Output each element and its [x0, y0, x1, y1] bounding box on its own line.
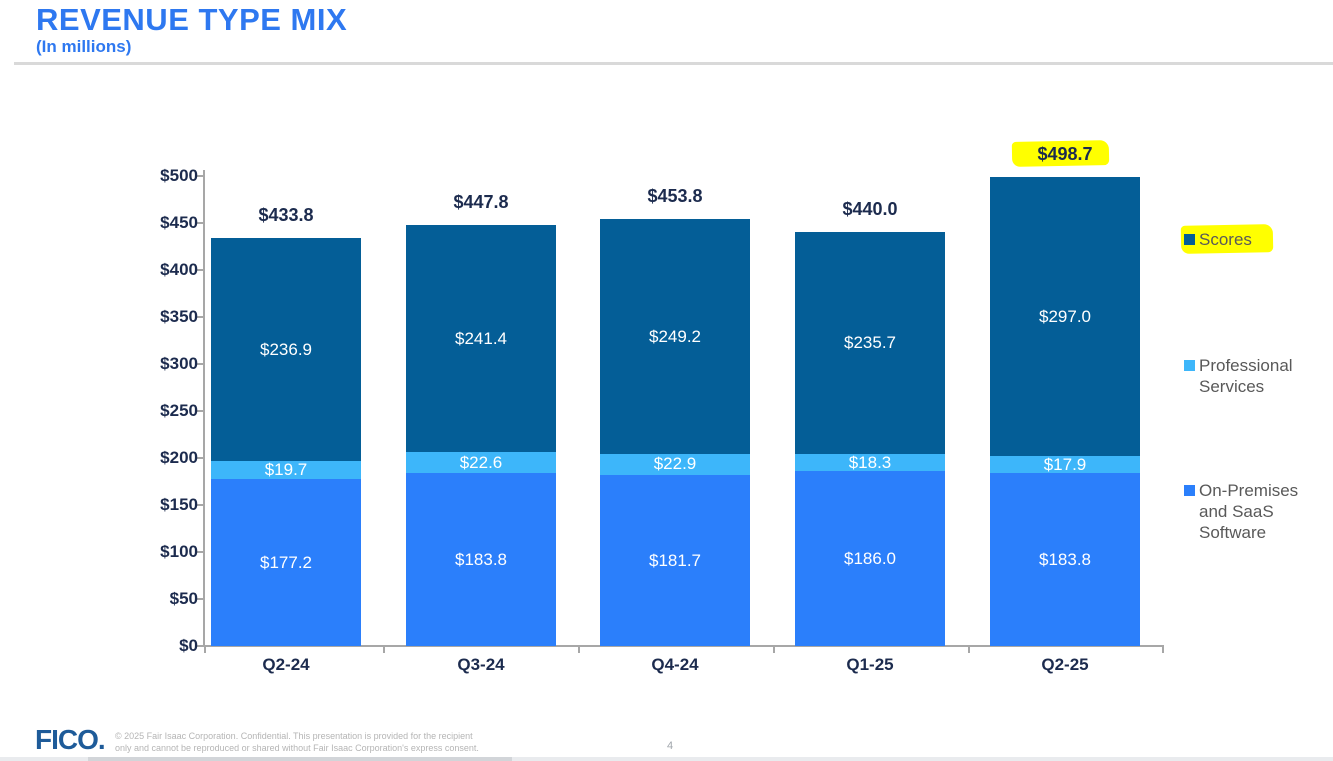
bar-total-label: $440.0	[842, 199, 898, 220]
legend-item-on-premises-and-saas-software: On-Premises and SaaS Software	[1184, 480, 1318, 543]
bar-segment-professional-services	[600, 453, 750, 476]
bar-total-label: $433.8	[258, 205, 314, 226]
y-tick	[195, 457, 203, 459]
legend-swatch-icon	[1184, 360, 1195, 371]
bar-segment-on-premises-and-saas-software	[795, 471, 945, 646]
bar-segment-value: $17.9	[1043, 454, 1087, 474]
y-axis-tick-label: $200	[160, 448, 198, 467]
y-tick	[195, 363, 203, 365]
y-axis-tick-label: $100	[160, 542, 198, 561]
copyright-line-1: © 2025 Fair Isaac Corporation. Confident…	[115, 731, 473, 741]
bar-segment-value: $235.7	[844, 333, 896, 353]
legend-label: On-Premises and SaaS Software	[1199, 481, 1299, 542]
header-divider	[14, 62, 1333, 65]
page-number: 4	[666, 740, 674, 752]
legend-row: Scores	[1184, 229, 1318, 250]
bar-segment-on-premises-and-saas-software	[211, 479, 361, 646]
y-axis-tick-label: $400	[160, 260, 198, 279]
x-tick	[773, 646, 775, 653]
y-tick	[195, 410, 203, 412]
bar-segment-professional-services	[211, 460, 361, 480]
bar-segment-professional-services	[406, 451, 556, 474]
bottom-strip	[0, 757, 1333, 761]
legend-swatch-icon	[1184, 485, 1195, 496]
bar-segment-on-premises-and-saas-software	[990, 473, 1140, 646]
bar-segment-professional-services	[990, 456, 1140, 474]
bar-segment-value: $183.8	[1039, 549, 1091, 569]
bar-segment-professional-services	[795, 453, 945, 472]
y-tick	[195, 551, 203, 553]
x-axis-category-label: Q1-25	[846, 655, 894, 674]
x-tick	[968, 646, 970, 653]
bar-segment-value: $186.0	[844, 548, 896, 568]
page-title: REVENUE TYPE MIX	[36, 2, 348, 37]
legend-row: Professional Services	[1184, 355, 1318, 397]
bar-segment-value: $22.6	[459, 452, 503, 472]
bar-segment-value: $181.7	[649, 550, 701, 570]
x-axis-category-label: Q4-24	[651, 655, 699, 674]
y-axis-tick-label: $50	[169, 589, 198, 608]
bar-segment-value: $18.3	[848, 452, 892, 472]
copyright-line-2: only and cannot be reproduced or shared …	[115, 742, 479, 753]
legend-item-scores: Scores	[1180, 224, 1318, 254]
bar-segment-value: $241.4	[455, 328, 507, 348]
y-axis-tick-label: $300	[160, 354, 198, 373]
y-tick	[195, 645, 203, 647]
bar-total-label: $447.8	[453, 192, 509, 213]
bar-segment-value: $177.2	[260, 552, 312, 572]
x-tick	[383, 646, 385, 653]
y-axis-line	[203, 170, 205, 647]
bar-segment-value: $249.2	[649, 326, 701, 346]
x-axis-category-label: Q2-25	[1041, 655, 1089, 674]
fico-logo: FICO.	[35, 724, 106, 755]
y-axis-tick-label: $450	[160, 213, 198, 232]
bar-segment-scores	[211, 238, 361, 461]
bar-segment-scores	[990, 177, 1140, 457]
bar-segment-value: $297.0	[1039, 306, 1091, 326]
bar-segment-on-premises-and-saas-software	[406, 473, 556, 646]
legend-swatch-icon	[1184, 234, 1195, 245]
bar-segment-value: $19.7	[264, 460, 308, 480]
x-axis-line	[203, 645, 1164, 647]
y-axis-tick-label: $250	[160, 401, 198, 420]
y-tick	[195, 269, 203, 271]
copyright-text: © 2025 Fair Isaac Corporation. Confident…	[115, 731, 479, 754]
y-tick	[195, 175, 203, 177]
y-tick	[195, 598, 203, 600]
legend-row: On-Premises and SaaS Software	[1184, 480, 1318, 543]
bar-total-label: $498.7	[1037, 144, 1093, 165]
y-axis-tick-label: $0	[179, 636, 198, 655]
y-tick	[195, 316, 203, 318]
bar-segment-on-premises-and-saas-software	[600, 475, 750, 646]
legend-label: Scores	[1199, 230, 1252, 249]
bar-segment-value: $183.8	[455, 549, 507, 569]
x-tick	[204, 646, 206, 653]
bottom-strip-segment	[88, 757, 512, 761]
bar-total-label: $453.8	[647, 186, 703, 207]
bar-segment-value: $22.9	[653, 454, 697, 474]
bar-segment-scores	[406, 225, 556, 452]
y-tick	[195, 222, 203, 224]
y-tick	[195, 504, 203, 506]
legend-item-professional-services: Professional Services	[1184, 355, 1318, 397]
bar-segment-scores	[600, 219, 750, 454]
legend-label: Professional Services	[1199, 356, 1293, 396]
x-axis-category-label: Q2-24	[262, 655, 310, 674]
x-axis-category-label: Q3-24	[457, 655, 505, 674]
x-tick	[578, 646, 580, 653]
bar-segment-scores	[795, 232, 945, 454]
page-subtitle: (In millions)	[36, 37, 132, 56]
y-axis-tick-label: $150	[160, 495, 198, 514]
x-tick	[1162, 646, 1164, 653]
y-axis-tick-label: $500	[160, 166, 198, 185]
bar-segment-value: $236.9	[260, 339, 312, 359]
y-axis-tick-label: $350	[160, 307, 198, 326]
